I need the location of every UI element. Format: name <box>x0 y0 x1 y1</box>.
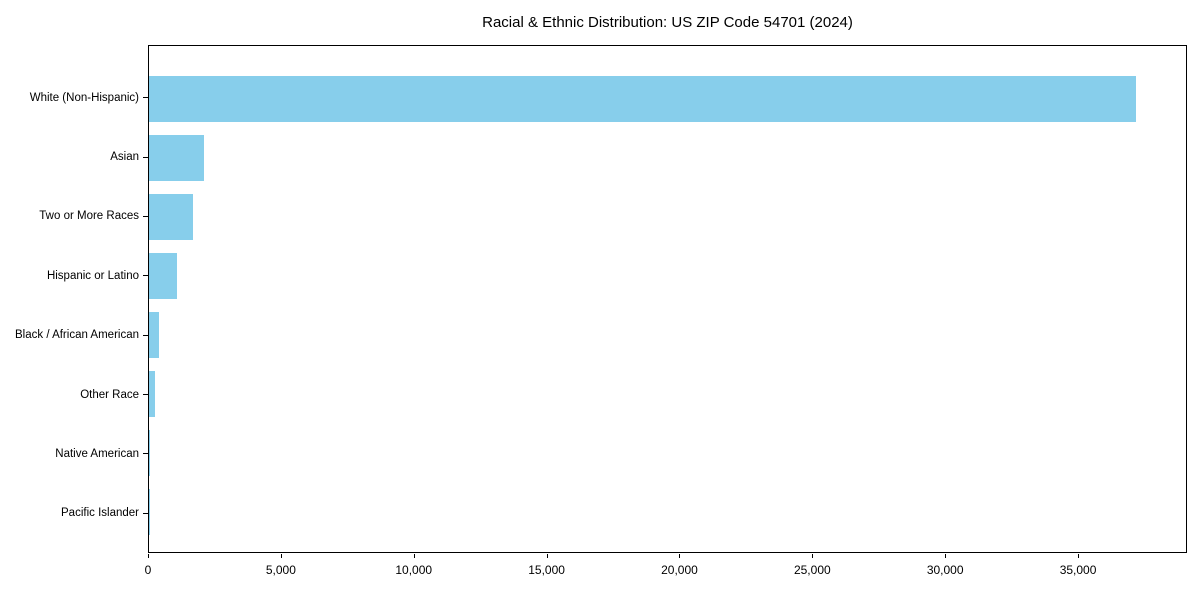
y-axis-label: Pacific Islander <box>61 507 139 520</box>
y-axis-label: Hispanic or Latino <box>46 269 139 282</box>
y-axis-label: Asian <box>110 151 139 164</box>
y-axis-label: Black / African American <box>15 329 139 342</box>
bar-other-race <box>149 371 155 418</box>
bar-hispanic-or-latino <box>149 252 177 299</box>
bar-asian <box>149 134 204 181</box>
chart-title: Racial & Ethnic Distribution: US ZIP Cod… <box>482 14 853 31</box>
y-tick-mark <box>143 334 148 336</box>
x-tick-mark <box>679 554 681 558</box>
x-tick-mark <box>812 554 814 558</box>
x-tick-label: 20,000 <box>661 563 698 577</box>
y-axis-label: Two or More Races <box>39 210 139 223</box>
x-tick-mark <box>413 554 415 558</box>
y-axis-label: White (Non-Hispanic) <box>29 91 139 104</box>
bar-row <box>149 246 1186 305</box>
y-label-row: Black / African American <box>0 306 148 365</box>
x-tick-label: 25,000 <box>793 563 831 577</box>
bar-native-american <box>149 430 151 477</box>
y-label-row: Two or More Races <box>0 187 148 246</box>
y-label-row: Native American <box>0 424 148 483</box>
bar-two-or-more-races <box>149 193 194 240</box>
bar-white-non-hispanic <box>149 75 1136 122</box>
bar-rows <box>149 69 1186 542</box>
x-axis: 0 5,000 10,000 15,000 20,000 25,000 30,000 35,0… <box>144 554 1187 594</box>
bar-row <box>149 483 1186 542</box>
x-tick-label: 15,000 <box>528 563 565 577</box>
bar-row <box>149 306 1186 365</box>
y-tick-mark <box>143 156 148 158</box>
bar-black-african-american <box>149 312 160 359</box>
bar-row <box>149 69 1186 128</box>
bar-row <box>149 365 1186 424</box>
x-tick-mark <box>148 554 149 558</box>
x-tick-label: 35,000 <box>1059 563 1097 577</box>
x-tick-label: 5,000 <box>265 563 296 577</box>
y-tick-mark <box>143 97 148 99</box>
x-tick-label: 30,000 <box>926 563 964 577</box>
x-tick-mark <box>546 554 548 558</box>
x-tick-label: 10,000 <box>395 563 433 577</box>
bar-row <box>149 424 1186 483</box>
x-tick-label: 0 <box>144 563 152 577</box>
y-axis-label: Other Race <box>80 388 139 401</box>
y-axis-labels: White (Non-Hispanic) Asian Two or More Rac… <box>0 68 148 543</box>
plot-area <box>148 45 1187 553</box>
y-label-row: White (Non-Hispanic) <box>0 68 148 127</box>
y-label-row: Asian <box>0 127 148 186</box>
y-axis-label: Native American <box>55 447 139 460</box>
bar-row <box>149 187 1186 246</box>
x-tick-mark <box>945 554 947 558</box>
y-tick-mark <box>143 275 148 277</box>
y-label-row: Other Race <box>0 365 148 424</box>
bar-row <box>149 128 1186 187</box>
y-tick-mark <box>143 215 148 217</box>
y-label-row: Hispanic or Latino <box>0 246 148 305</box>
y-label-row: Pacific Islander <box>0 484 148 543</box>
x-tick-mark <box>280 554 282 558</box>
y-tick-mark <box>143 394 148 396</box>
y-tick-mark <box>143 453 148 455</box>
y-tick-mark <box>143 512 148 514</box>
x-tick-mark <box>1078 554 1080 558</box>
